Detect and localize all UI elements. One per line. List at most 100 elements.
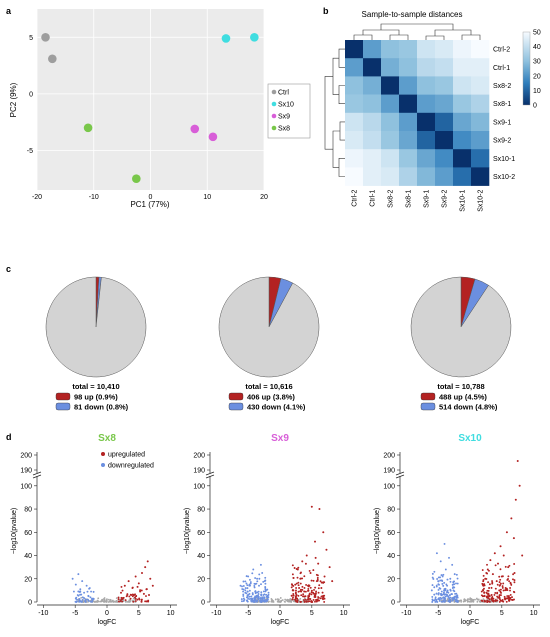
volcano-point-down <box>256 600 259 603</box>
panel-letter-d: d <box>6 432 12 442</box>
volcano-point-up <box>480 590 483 593</box>
heatmap-cell <box>363 131 382 150</box>
volcano-point-ns <box>115 597 118 599</box>
volcano-point-down <box>253 597 256 600</box>
volcano-point-down <box>89 596 92 599</box>
volcano-point-up <box>292 589 295 592</box>
volcano-point-down <box>90 590 93 593</box>
pie-slice-unchanged <box>218 276 320 378</box>
heatmap-cell <box>417 149 436 168</box>
volcano-point-down <box>439 579 442 582</box>
volcano-point-down <box>436 601 439 603</box>
volcano-point-down <box>262 594 265 596</box>
volcano-point-up <box>512 573 515 576</box>
pca-y-axis-label: PC2 (9%) <box>9 82 18 117</box>
volcano-point-down <box>263 597 266 600</box>
heatmap-cell <box>471 167 490 186</box>
volcano-point-down <box>446 589 449 592</box>
volcano-point-up <box>498 595 501 598</box>
volcano-point-up <box>124 599 127 602</box>
heatmap-cell <box>363 149 382 168</box>
volcano-point-ns <box>132 597 135 600</box>
volcano-y-tick-label: 100 <box>383 483 395 490</box>
volcano-point-down <box>455 596 458 599</box>
volcano-point-down <box>440 597 443 600</box>
volcano-point-ns <box>271 599 273 602</box>
volcano-point-down <box>254 592 257 595</box>
volcano-point-down <box>263 580 266 583</box>
volcano-point-down <box>448 594 451 597</box>
volcano-y-axis-label: −log10(pvalue) <box>184 508 191 555</box>
volcano-point-down <box>74 583 77 586</box>
volcano-point-up <box>497 596 500 599</box>
heatmap-column-dendrogram-link <box>353 34 373 40</box>
volcano-point-up <box>310 505 313 508</box>
heatmap-cell <box>453 94 472 114</box>
volcano-point-up <box>484 600 486 603</box>
volcano-point-down <box>446 593 449 596</box>
volcano-point-ns <box>290 600 293 603</box>
heatmap-cell <box>453 76 472 95</box>
volcano-plot-sx8: Sx8-10 -5 0 5 10020406080100190200logFC−log1… <box>11 433 177 626</box>
volcano-point-down <box>264 585 267 588</box>
volcano-point-down <box>248 584 251 587</box>
volcano-point-up <box>309 586 312 589</box>
volcano-point-up <box>496 583 499 586</box>
pca-point-ctrl <box>41 32 50 42</box>
volcano-point-up <box>506 578 509 581</box>
heatmap-chart: Sample-to-sample distances Ctrl-2 Ctrl-1 S… <box>324 10 541 212</box>
volcano-point-up <box>504 589 507 592</box>
volcano-point-down <box>452 586 455 589</box>
pca-tick-labels: -20 -10 0 10 20 -5 0 5 <box>27 35 268 201</box>
volcano-x-axis-label: logFC <box>461 619 480 626</box>
volcano-point-down <box>77 590 80 593</box>
volcano-point-down <box>435 592 438 595</box>
volcano-point-down <box>453 595 456 598</box>
volcano-point-up <box>305 554 308 557</box>
volcano-point-down <box>76 598 78 601</box>
volcano-point-up <box>480 594 483 597</box>
volcano-point-down <box>262 596 264 599</box>
volcano-axis-break <box>32 474 42 479</box>
volcano-point-up <box>508 580 511 583</box>
volcano-point-up <box>509 593 512 596</box>
volcano-y-tick-label-upper: 200 <box>20 453 32 460</box>
volcano-point-up <box>318 584 321 587</box>
volcano-point-up <box>482 584 485 587</box>
heatmap-row-dendrogram-link <box>338 85 345 104</box>
volcano-point-down <box>262 590 265 593</box>
heatmap-cell <box>435 94 454 114</box>
volcano-point-up <box>303 590 306 593</box>
volcano-y-tick-label: 60 <box>24 530 32 537</box>
volcano-point-up <box>508 564 511 567</box>
volcano-point-up <box>510 598 513 601</box>
volcano-point-ns <box>107 601 110 603</box>
pca-legend-marker-sx9 <box>271 113 277 119</box>
volcano-point-down <box>439 560 442 563</box>
volcano-legend-label: upregulated <box>108 452 145 459</box>
pie-slice-unchanged <box>410 276 512 378</box>
heatmap-row-dendrogram-link <box>324 76 333 150</box>
volcano-point-up <box>303 587 306 589</box>
volcano-point-down <box>253 586 256 589</box>
volcano-point-ns <box>472 600 475 603</box>
volcano-point-up <box>487 581 490 584</box>
volcano-point-up <box>509 589 511 592</box>
pca-x-axis-label: PC1 (77%) <box>130 200 169 209</box>
heatmap-cell <box>417 40 436 59</box>
volcano-point-up <box>312 579 315 582</box>
volcano-point-down <box>256 595 259 598</box>
volcano-point-up <box>293 567 296 569</box>
volcano-point-up <box>499 594 502 597</box>
volcano-point-down <box>437 576 440 579</box>
heatmap-column-label: Sx8-1 <box>406 190 413 208</box>
volcano-point-down <box>440 590 443 593</box>
pca-x-tick-label: -20 <box>32 194 42 201</box>
heatmap-cell <box>363 58 382 77</box>
volcano-point-ns <box>460 599 463 602</box>
heatmap-row-label: Sx9-2 <box>493 138 511 145</box>
volcano-title: Sx9 <box>271 433 289 444</box>
volcano-point-up <box>498 600 501 603</box>
heatmap-colorbar-tick-label: 50 <box>533 30 541 37</box>
